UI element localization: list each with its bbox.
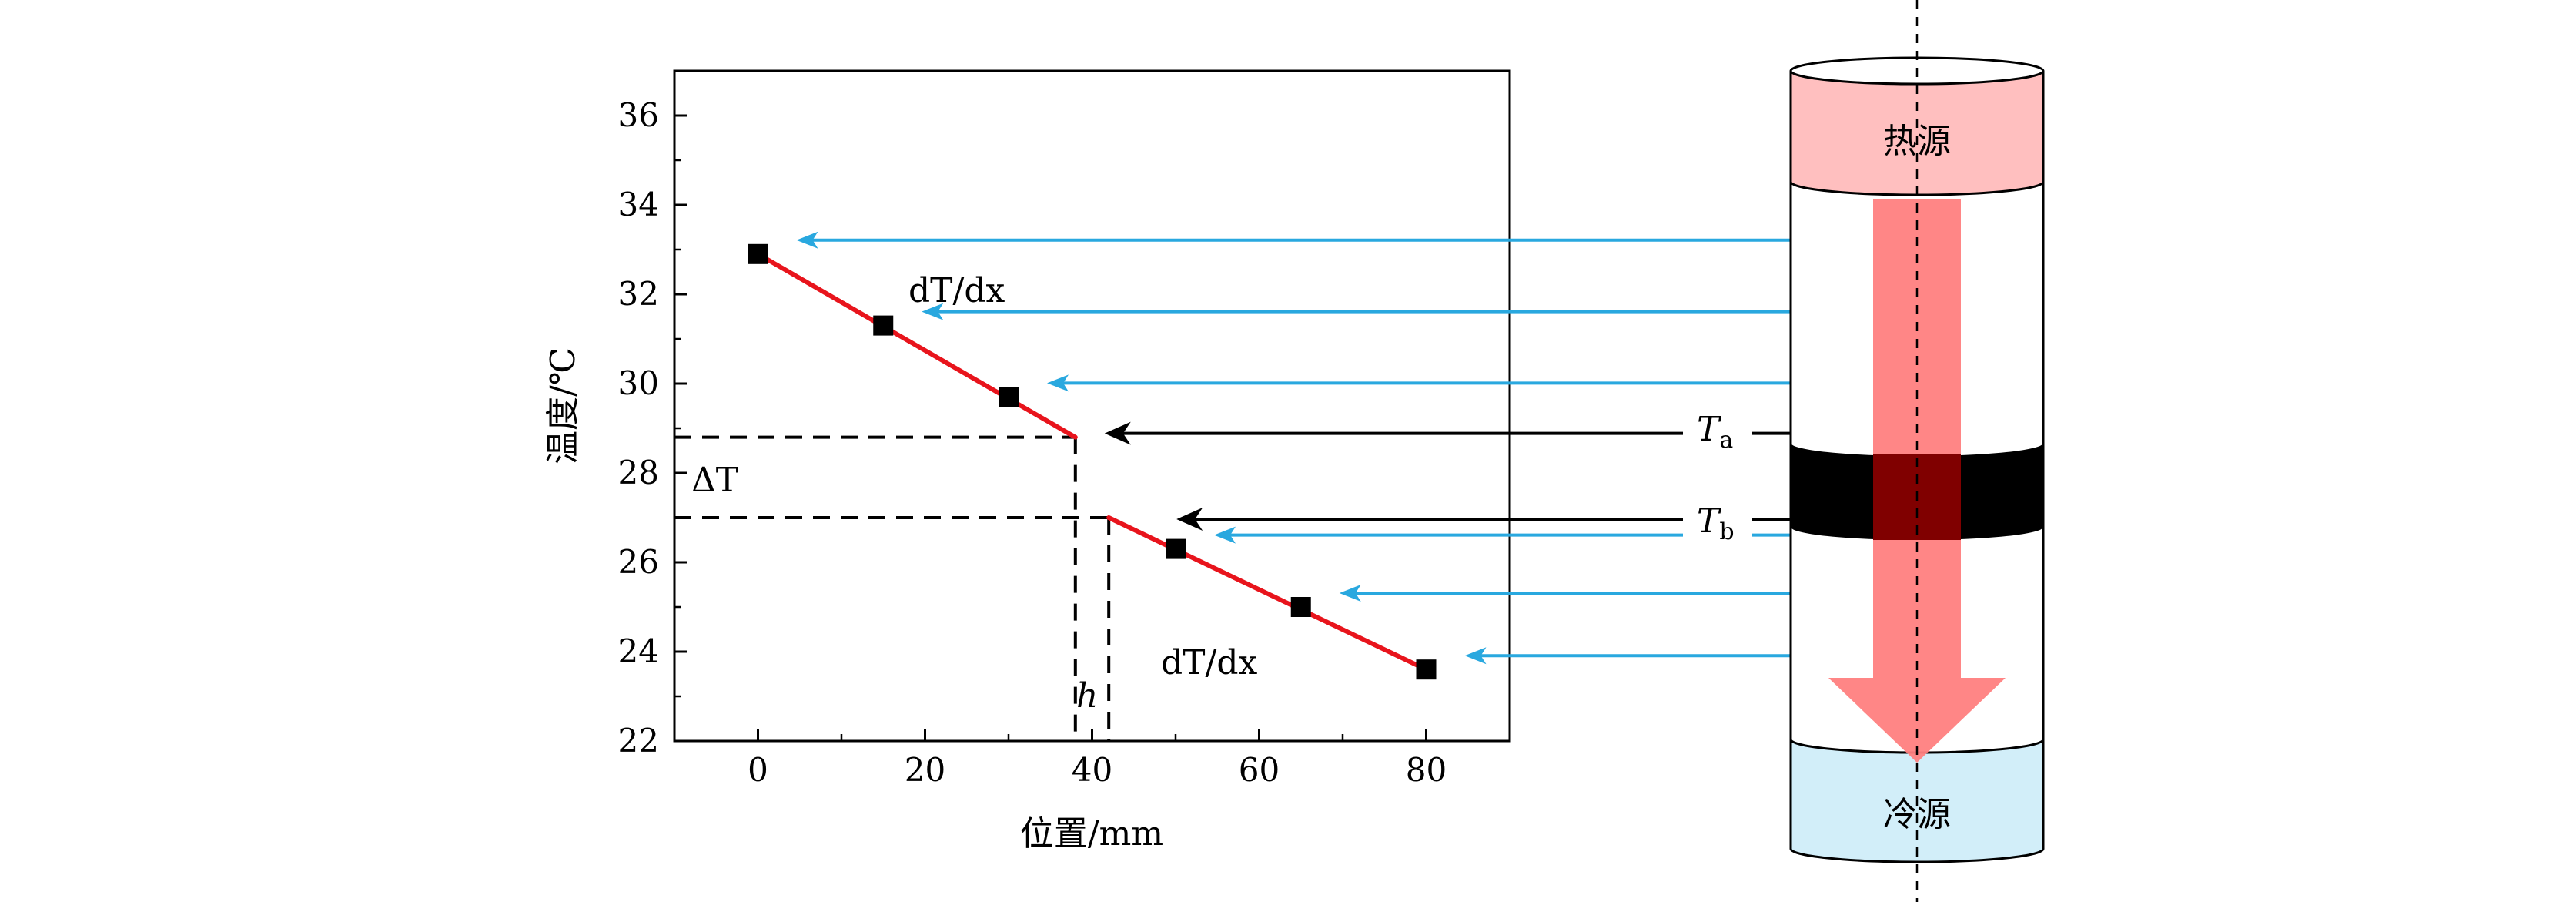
data-point bbox=[1290, 597, 1311, 617]
tb-label: Tb bbox=[1683, 499, 1752, 545]
tb-arrow-head bbox=[1176, 508, 1203, 531]
data-point bbox=[999, 387, 1019, 407]
y-axis-title: 温度/℃ bbox=[544, 347, 583, 464]
blue-arrowhead bbox=[1214, 526, 1236, 544]
gap-label: h bbox=[1076, 676, 1098, 716]
blue-arrowhead bbox=[796, 231, 818, 249]
x-axis-title: 位置/mm bbox=[1020, 814, 1163, 853]
fit-lines bbox=[755, 251, 1429, 672]
x-tick-label: 80 bbox=[1406, 751, 1447, 789]
ta-arrow-head bbox=[1104, 421, 1131, 445]
hot-source-block bbox=[1791, 71, 2043, 195]
apparatus-cylinder: 热源 冷源 bbox=[1789, 0, 2045, 902]
blue-arrowhead bbox=[1464, 647, 1487, 665]
x-tick-label: 20 bbox=[905, 751, 945, 789]
data-point bbox=[1416, 659, 1437, 680]
dashed-guides bbox=[674, 435, 1111, 741]
data-point bbox=[873, 315, 894, 336]
slope-label-upper: dT/dx bbox=[908, 271, 1005, 310]
x-tick-label: 40 bbox=[1072, 751, 1112, 789]
ta-letter: T bbox=[1697, 410, 1722, 449]
svg-text:Ta: Ta bbox=[1697, 410, 1733, 454]
axis-ticks: 0 20 40 60 80 22 24 26 28 30 32 34 36 bbox=[618, 96, 1447, 789]
measurement-arrows bbox=[796, 231, 1915, 665]
blue-arrowhead bbox=[1047, 374, 1069, 392]
x-tick-label: 0 bbox=[748, 751, 768, 789]
data-point bbox=[1166, 538, 1186, 559]
fit-line-1 bbox=[755, 251, 1078, 440]
slope-label-lower: dT/dx bbox=[1161, 643, 1258, 682]
tb-subscript: b bbox=[1719, 518, 1734, 545]
data-points bbox=[748, 243, 1437, 680]
blue-arrowhead bbox=[1339, 585, 1361, 602]
y-tick-label: 24 bbox=[618, 632, 659, 670]
cold-source-label: 冷源 bbox=[1883, 795, 1951, 834]
data-point bbox=[748, 243, 768, 264]
blue-arrowhead bbox=[922, 303, 944, 320]
y-tick-label: 36 bbox=[618, 96, 659, 134]
temperature-chart: 0 20 40 60 80 22 24 26 28 30 32 34 36 位置/mm 温度/℃ dT/… bbox=[544, 69, 1511, 853]
x-tick-label: 60 bbox=[1239, 751, 1280, 789]
tb-letter: T bbox=[1697, 501, 1722, 541]
fit-line-2 bbox=[1106, 515, 1429, 672]
y-tick-label: 32 bbox=[618, 275, 659, 313]
delta-t-label: ΔT bbox=[691, 461, 738, 500]
svg-text:Tb: Tb bbox=[1697, 501, 1735, 545]
y-tick-label: 28 bbox=[618, 454, 659, 491]
y-tick-label: 30 bbox=[618, 364, 659, 402]
y-tick-label: 34 bbox=[618, 186, 659, 223]
y-tick-label: 26 bbox=[618, 543, 659, 581]
y-tick-label: 22 bbox=[618, 722, 659, 759]
ta-subscript: a bbox=[1719, 427, 1733, 454]
hot-source-label: 热源 bbox=[1883, 122, 1951, 161]
ta-label: Ta bbox=[1683, 407, 1752, 454]
plot-frame bbox=[673, 69, 1511, 743]
